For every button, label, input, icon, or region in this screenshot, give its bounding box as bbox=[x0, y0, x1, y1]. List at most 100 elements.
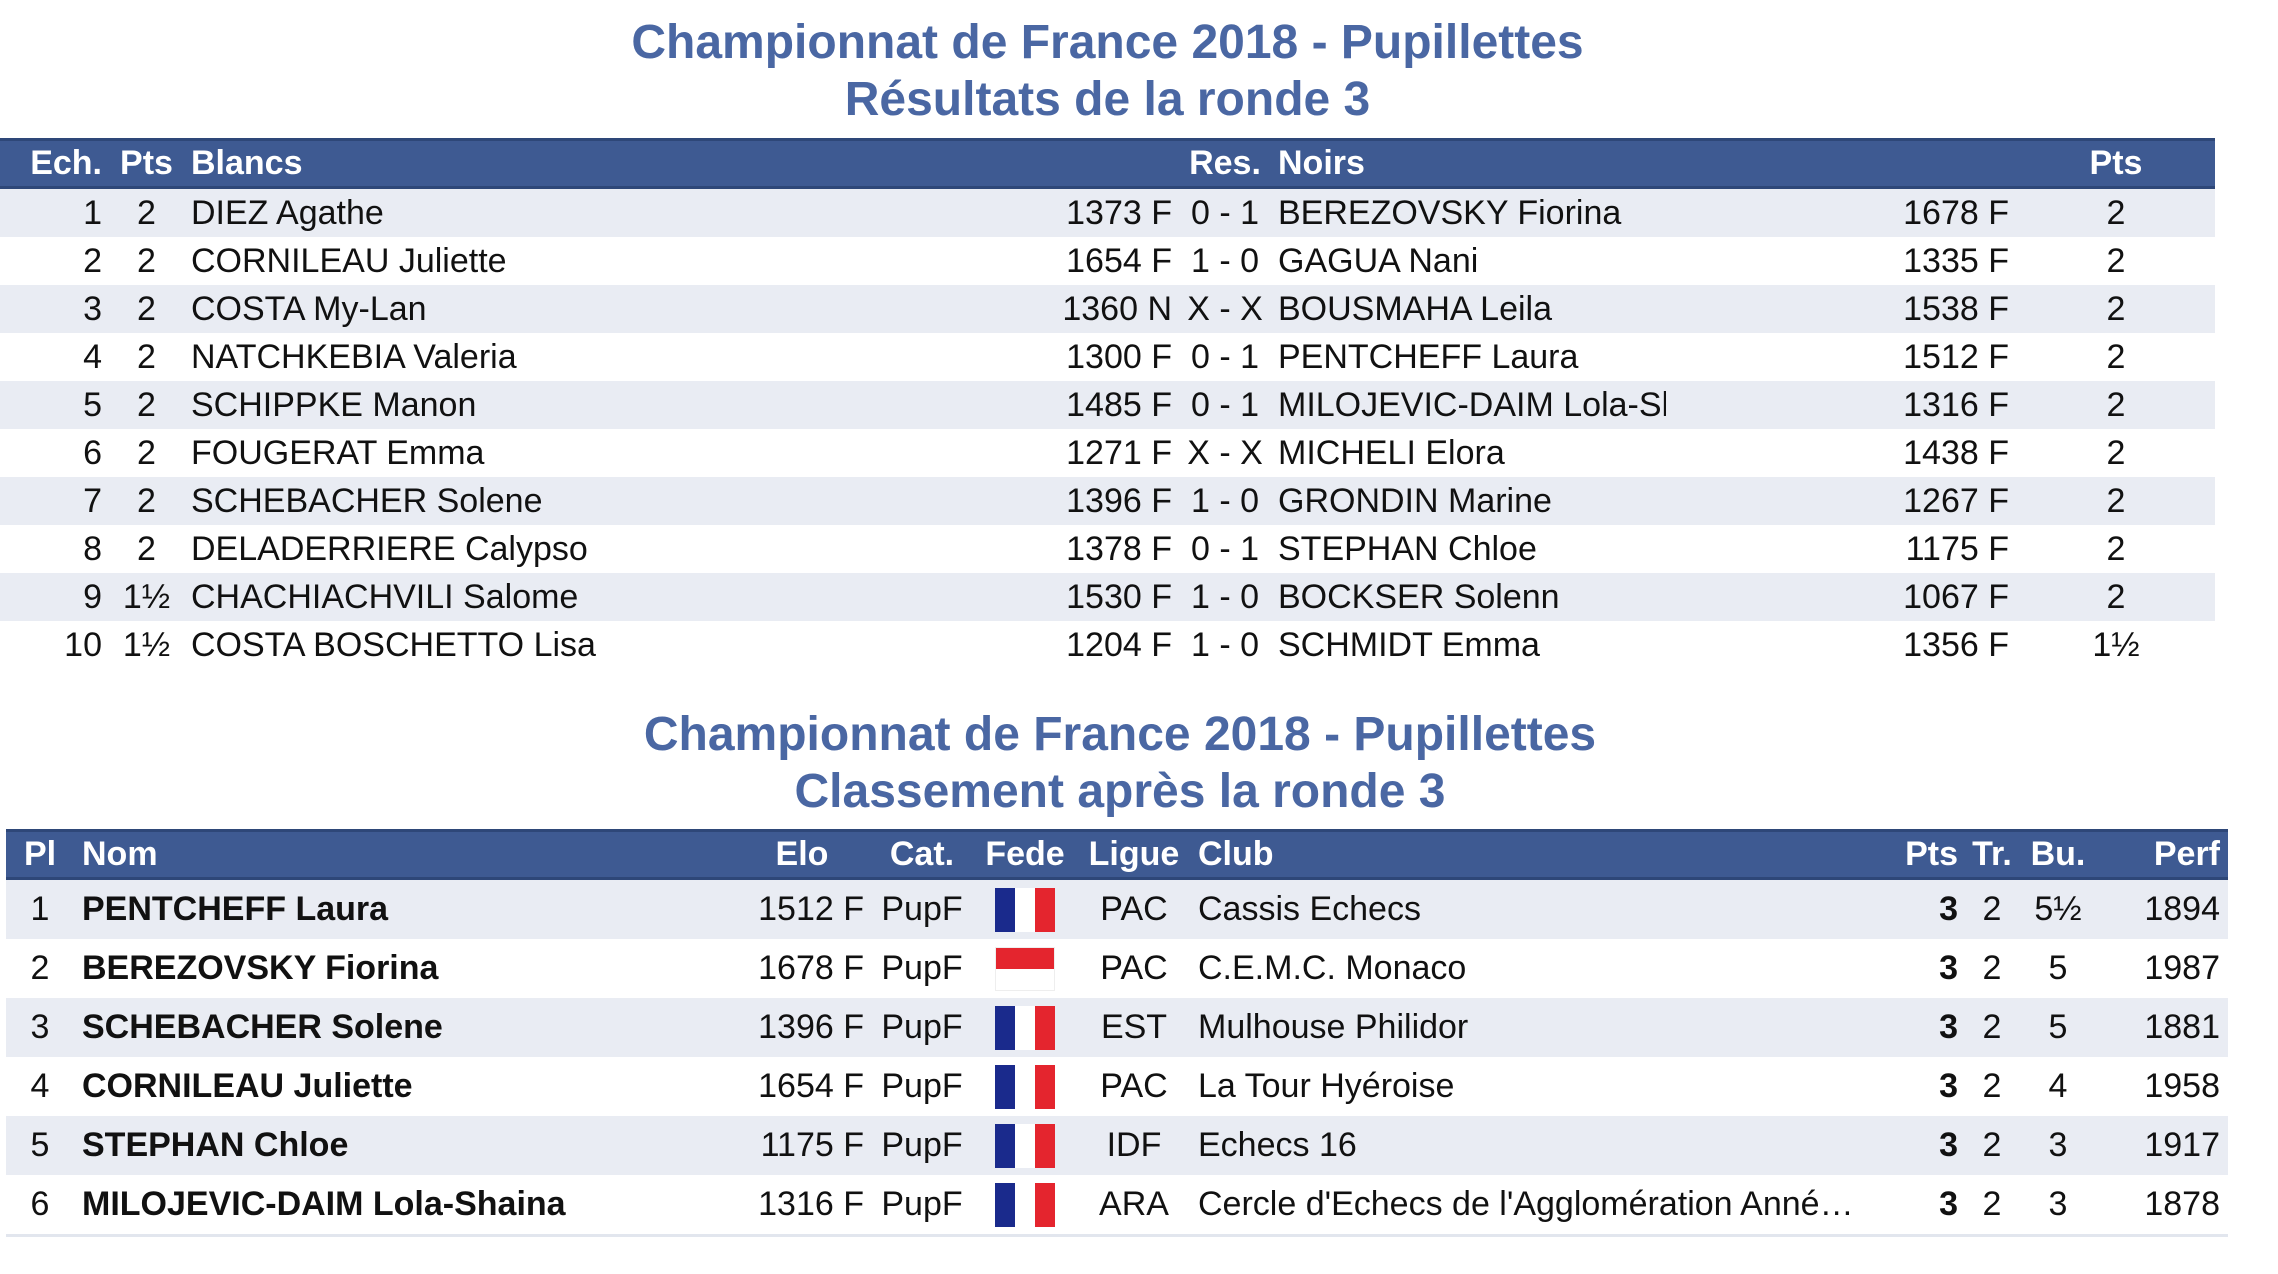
flag-monaco-icon bbox=[995, 946, 1055, 991]
white-points: 1½ bbox=[110, 573, 183, 621]
black-player-elo: 1538 F bbox=[1666, 285, 2017, 333]
black-player-elo: 1316 F bbox=[1666, 381, 2017, 429]
game-result: X - X bbox=[1180, 429, 1270, 477]
white-player-elo: 1300 F bbox=[798, 333, 1180, 381]
standings-header-row: Pl Nom Elo Cat. Fede Ligue Club Pts Tr. … bbox=[6, 829, 2228, 880]
standings-row: 3 SCHEBACHER Solene 1396 F PupF EST Mulhouse … bbox=[6, 998, 2228, 1057]
white-player-name: NATCHKEBIA Valeria bbox=[183, 333, 798, 381]
white-points: 2 bbox=[110, 477, 183, 525]
player-buchholz: 3 bbox=[2018, 1175, 2098, 1237]
game-result: 0 - 1 bbox=[1180, 525, 1270, 573]
player-buchholz: 4 bbox=[2018, 1057, 2098, 1116]
player-club: Cassis Echecs bbox=[1190, 878, 1890, 939]
player-club: C.E.M.C. Monaco bbox=[1190, 939, 1890, 998]
black-player-name: BEREZOVSKY Fiorina bbox=[1270, 187, 1666, 237]
game-result: 1 - 0 bbox=[1180, 237, 1270, 285]
white-player-name: DIEZ Agathe bbox=[183, 187, 798, 237]
white-player-elo: 1396 F bbox=[798, 477, 1180, 525]
player-club: La Tour Hyéroise bbox=[1190, 1057, 1890, 1116]
col-header-result: Res. bbox=[1180, 138, 1270, 189]
standings-row: 2 BEREZOVSKY Fiorina 1678 F PupF PAC C.E.M.C.… bbox=[6, 939, 2228, 998]
player-elo: 1316 F bbox=[732, 1175, 872, 1237]
white-player-elo: 1204 F bbox=[798, 621, 1180, 669]
flag-france-icon bbox=[995, 1005, 1055, 1050]
federation-cell bbox=[972, 1175, 1078, 1237]
federation-cell bbox=[972, 939, 1078, 998]
standings-row: 1 PENTCHEFF Laura 1512 F PupF PAC Cassis Eche… bbox=[6, 878, 2228, 939]
standings-title-line2: Classement après la ronde 3 bbox=[794, 765, 1446, 818]
white-points: 1½ bbox=[110, 621, 183, 669]
player-ligue: ARA bbox=[1078, 1175, 1190, 1237]
player-tr: 2 bbox=[1966, 939, 2018, 998]
player-name: CORNILEAU Juliette bbox=[74, 1057, 732, 1116]
player-tr: 2 bbox=[1966, 878, 2018, 939]
black-player-elo: 1335 F bbox=[1666, 237, 2017, 285]
place: 6 bbox=[6, 1175, 74, 1237]
place: 3 bbox=[6, 998, 74, 1057]
flag-france-icon bbox=[995, 1064, 1055, 1109]
black-points: 1½ bbox=[2017, 621, 2215, 669]
col-header-ligue: Ligue bbox=[1078, 829, 1190, 880]
federation-cell bbox=[972, 998, 1078, 1057]
player-category: PupF bbox=[872, 1057, 972, 1116]
col-header-perf: Perf bbox=[2098, 829, 2228, 880]
results-title-line2: Résultats de la ronde 3 bbox=[844, 73, 1371, 126]
player-buchholz: 5 bbox=[2018, 939, 2098, 998]
player-name: PENTCHEFF Laura bbox=[74, 878, 732, 939]
player-tr: 2 bbox=[1966, 998, 2018, 1057]
game-result: 0 - 1 bbox=[1180, 381, 1270, 429]
player-tr: 2 bbox=[1966, 1057, 2018, 1116]
col-header-bu: Bu. bbox=[2018, 829, 2098, 880]
black-player-name: STEPHAN Chloe bbox=[1270, 525, 1666, 573]
col-header-white: Blancs bbox=[183, 138, 798, 189]
white-points: 2 bbox=[110, 525, 183, 573]
white-player-name: SCHIPPKE Manon bbox=[183, 381, 798, 429]
black-points: 2 bbox=[2017, 573, 2215, 621]
black-player-elo: 1175 F bbox=[1666, 525, 2017, 573]
white-player-elo: 1378 F bbox=[798, 525, 1180, 573]
game-result: 1 - 0 bbox=[1180, 621, 1270, 669]
player-elo: 1175 F bbox=[732, 1116, 872, 1175]
black-player-elo: 1512 F bbox=[1666, 333, 2017, 381]
standings-title-line1: Championnat de France 2018 - Pupillettes bbox=[643, 708, 1597, 761]
federation-cell bbox=[972, 878, 1078, 939]
black-points: 2 bbox=[2017, 187, 2215, 237]
col-header-white-pts: Pts bbox=[110, 138, 183, 189]
player-name: STEPHAN Chloe bbox=[74, 1116, 732, 1175]
black-player-name: MILOJEVIC-DAIM Lola-Shaina bbox=[1270, 381, 1666, 429]
white-points: 2 bbox=[110, 187, 183, 237]
col-header-fede: Fede bbox=[972, 829, 1078, 880]
player-tr: 2 bbox=[1966, 1175, 2018, 1237]
black-player-name: PENTCHEFF Laura bbox=[1270, 333, 1666, 381]
standings-table: Pl Nom Elo Cat. Fede Ligue Club Pts Tr. … bbox=[6, 829, 2228, 1237]
game-result: 1 - 0 bbox=[1180, 477, 1270, 525]
white-player-name: COSTA BOSCHETTO Lisa bbox=[183, 621, 798, 669]
results-table: Ech. Pts Blancs Res. Noirs Pts 1 2 DIEZ Ag… bbox=[0, 138, 2215, 669]
player-elo: 1512 F bbox=[732, 878, 872, 939]
board-number: 5 bbox=[0, 381, 110, 429]
player-perf: 1894 bbox=[2098, 878, 2228, 939]
col-header-club: Club bbox=[1190, 829, 1890, 880]
col-header-place: Pl bbox=[6, 829, 74, 880]
white-points: 2 bbox=[110, 381, 183, 429]
black-points: 2 bbox=[2017, 285, 2215, 333]
results-title: Championnat de France 2018 - Pupillettes… bbox=[0, 14, 2215, 128]
white-points: 2 bbox=[110, 237, 183, 285]
player-perf: 1987 bbox=[2098, 939, 2228, 998]
game-result: 1 - 0 bbox=[1180, 573, 1270, 621]
player-name: SCHEBACHER Solene bbox=[74, 998, 732, 1057]
player-name: BEREZOVSKY Fiorina bbox=[74, 939, 732, 998]
player-category: PupF bbox=[872, 878, 972, 939]
player-points: 3 bbox=[1890, 998, 1966, 1057]
black-player-name: SCHMIDT Emma bbox=[1270, 621, 1666, 669]
player-points: 3 bbox=[1890, 878, 1966, 939]
player-perf: 1878 bbox=[2098, 1175, 2228, 1237]
player-points: 3 bbox=[1890, 939, 1966, 998]
results-title-line1: Championnat de France 2018 - Pupillettes bbox=[631, 16, 1584, 69]
